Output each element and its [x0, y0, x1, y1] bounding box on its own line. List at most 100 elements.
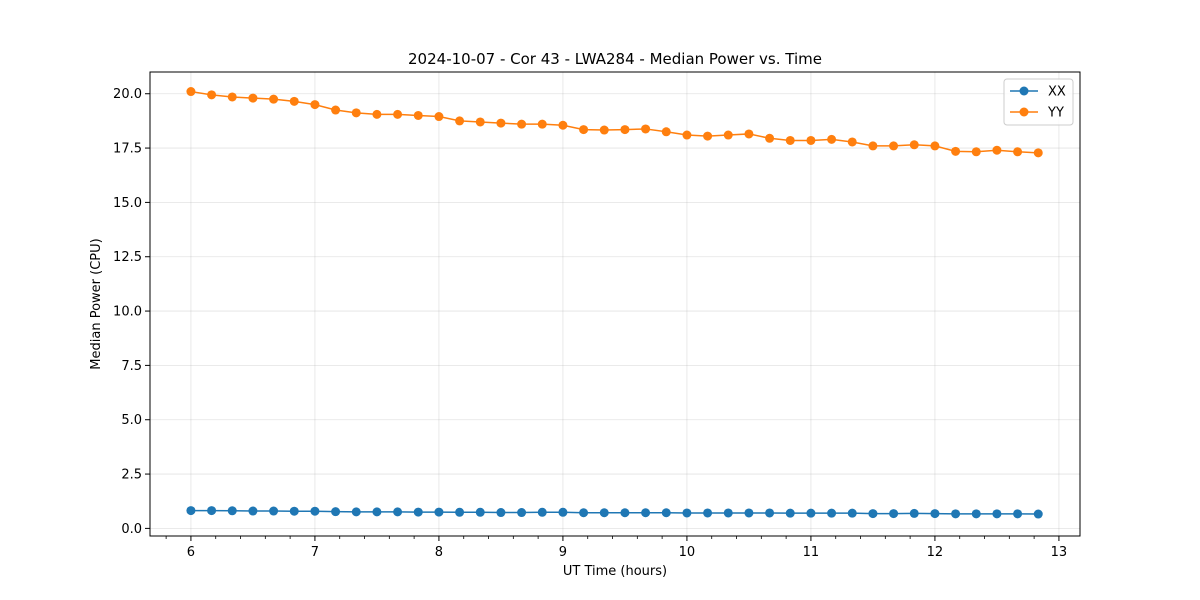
data-point-xx	[558, 507, 568, 517]
data-point-xx	[372, 507, 382, 517]
data-point-xx	[868, 509, 878, 519]
data-point-yy	[393, 109, 403, 119]
data-point-yy	[289, 96, 299, 106]
data-point-xx	[393, 507, 403, 517]
data-point-xx	[207, 506, 217, 516]
legend-marker-yy	[1019, 107, 1029, 117]
data-point-yy	[765, 133, 775, 143]
data-point-yy	[723, 130, 733, 140]
data-point-yy	[517, 119, 527, 129]
data-point-xx	[351, 507, 361, 517]
data-point-yy	[847, 137, 857, 147]
data-point-yy	[827, 134, 837, 144]
data-point-yy	[703, 131, 713, 141]
x-tick-label: 6	[187, 545, 195, 560]
axes: 6 7 8 9 10 11 12 13 0.0 2.5 5.0 7.5 10.0 12.5 15.0 17.5…	[113, 87, 1067, 560]
data-point-xx	[579, 508, 589, 518]
data-point-yy	[413, 110, 423, 120]
data-point-yy	[310, 100, 320, 110]
grid	[150, 72, 1080, 536]
data-point-yy	[661, 127, 671, 137]
data-point-xx	[992, 509, 1002, 519]
data-point-xx	[620, 508, 630, 518]
data-point-xx	[765, 508, 775, 518]
data-point-xx	[971, 509, 981, 519]
plot-frame	[149, 71, 1081, 537]
x-tick-label: 11	[803, 545, 820, 560]
data-point-xx	[248, 506, 258, 516]
data-point-xx	[413, 507, 423, 517]
y-tick-label: 5.0	[121, 413, 142, 428]
data-point-xx	[930, 509, 940, 519]
series-layer	[186, 87, 1043, 519]
data-point-xx	[227, 506, 237, 516]
data-point-xx	[806, 508, 816, 518]
y-tick-label: 17.5	[113, 142, 142, 157]
data-point-yy	[434, 112, 444, 122]
legend-label-yy: YY	[1047, 106, 1064, 121]
x-tick-label: 10	[679, 545, 696, 560]
data-point-xx	[186, 506, 196, 516]
data-point-yy	[971, 147, 981, 157]
data-point-yy	[620, 125, 630, 135]
data-point-yy	[785, 135, 795, 145]
y-axis-label: Median Power (CPU)	[89, 238, 104, 369]
y-tick-label: 7.5	[121, 359, 142, 374]
data-point-xx	[951, 509, 961, 519]
data-point-yy	[889, 141, 899, 151]
data-point-xx	[1013, 509, 1023, 519]
data-point-xx	[909, 508, 919, 518]
data-point-yy	[868, 141, 878, 151]
data-point-xx	[599, 508, 609, 518]
data-point-yy	[599, 125, 609, 135]
data-point-xx	[785, 508, 795, 518]
data-point-xx	[661, 508, 671, 518]
data-point-xx	[744, 508, 754, 518]
chart-title: 2024-10-07 - Cor 43 - LWA284 - Median Po…	[408, 50, 822, 68]
data-point-xx	[1033, 509, 1043, 519]
data-point-yy	[682, 130, 692, 140]
data-point-yy	[207, 90, 217, 100]
data-point-yy	[992, 145, 1002, 155]
data-point-yy	[806, 135, 816, 145]
data-point-yy	[269, 94, 279, 104]
data-point-xx	[827, 508, 837, 518]
data-point-yy	[331, 105, 341, 115]
data-point-xx	[331, 507, 341, 517]
y-tick-label: 20.0	[113, 87, 142, 102]
data-point-yy	[227, 92, 237, 102]
x-tick-label: 12	[927, 545, 944, 560]
x-axis-label: UT Time (hours)	[563, 564, 667, 579]
data-point-xx	[289, 506, 299, 516]
data-point-yy	[951, 146, 961, 156]
data-point-yy	[641, 124, 651, 134]
data-point-xx	[847, 508, 857, 518]
legend-label-xx: XX	[1048, 85, 1066, 100]
legend: XX YY	[1003, 78, 1074, 126]
data-point-yy	[455, 116, 465, 126]
data-point-yy	[496, 118, 506, 128]
y-tick-label: 10.0	[113, 305, 142, 320]
legend-marker-xx	[1019, 86, 1029, 96]
data-point-yy	[537, 119, 547, 129]
data-point-yy	[372, 109, 382, 119]
data-point-xx	[723, 508, 733, 518]
data-point-yy	[1033, 148, 1043, 158]
data-point-yy	[744, 129, 754, 139]
data-point-yy	[248, 93, 258, 103]
data-point-xx	[269, 506, 279, 516]
data-point-xx	[475, 507, 485, 517]
y-tick-label: 0.0	[121, 522, 142, 537]
data-point-xx	[455, 507, 465, 517]
data-point-yy	[909, 140, 919, 150]
data-point-xx	[703, 508, 713, 518]
data-point-xx	[496, 508, 506, 518]
x-tick-label: 8	[435, 545, 443, 560]
data-point-xx	[434, 507, 444, 517]
data-point-xx	[537, 507, 547, 517]
data-point-xx	[889, 509, 899, 519]
y-tick-label: 12.5	[113, 250, 142, 265]
data-point-xx	[641, 508, 651, 518]
